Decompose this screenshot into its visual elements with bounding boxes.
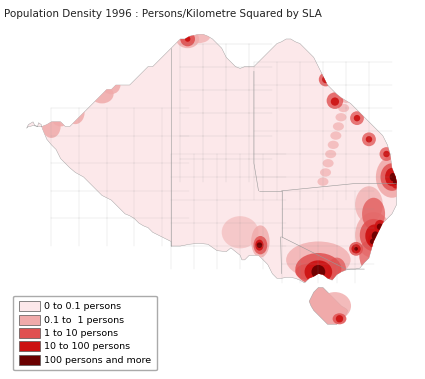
Circle shape — [257, 243, 262, 248]
Circle shape — [351, 244, 361, 254]
Ellipse shape — [286, 241, 351, 278]
Ellipse shape — [362, 132, 376, 146]
Ellipse shape — [231, 32, 249, 46]
Ellipse shape — [359, 241, 373, 269]
Ellipse shape — [47, 213, 54, 222]
Ellipse shape — [251, 226, 269, 258]
Polygon shape — [27, 34, 397, 283]
Ellipse shape — [37, 200, 62, 233]
Ellipse shape — [42, 115, 61, 138]
Ellipse shape — [295, 253, 341, 285]
Ellipse shape — [305, 260, 332, 283]
Ellipse shape — [355, 212, 392, 258]
Ellipse shape — [351, 58, 362, 66]
Ellipse shape — [51, 108, 70, 127]
Circle shape — [40, 233, 45, 238]
Ellipse shape — [33, 228, 51, 246]
Ellipse shape — [368, 233, 377, 247]
Ellipse shape — [333, 122, 344, 130]
Ellipse shape — [355, 186, 383, 223]
Ellipse shape — [328, 141, 339, 149]
Ellipse shape — [390, 173, 396, 181]
Ellipse shape — [349, 242, 363, 256]
Circle shape — [37, 230, 48, 241]
Ellipse shape — [330, 132, 341, 140]
Ellipse shape — [366, 224, 384, 247]
Ellipse shape — [323, 159, 334, 168]
Ellipse shape — [362, 198, 385, 230]
Circle shape — [366, 136, 372, 143]
Circle shape — [331, 97, 339, 106]
Ellipse shape — [385, 168, 399, 186]
Ellipse shape — [312, 265, 325, 279]
Circle shape — [383, 151, 390, 157]
Circle shape — [354, 115, 360, 121]
Ellipse shape — [26, 149, 49, 177]
Circle shape — [185, 36, 190, 42]
Ellipse shape — [325, 150, 336, 158]
Ellipse shape — [295, 263, 323, 280]
Ellipse shape — [255, 240, 264, 251]
Circle shape — [393, 179, 398, 185]
Ellipse shape — [319, 73, 333, 86]
Ellipse shape — [253, 236, 267, 254]
Text: Population Density 1996 : Persons/Kilometre Squared by SLA: Population Density 1996 : Persons/Kilome… — [4, 9, 322, 19]
Ellipse shape — [350, 111, 364, 125]
Ellipse shape — [327, 92, 343, 109]
Ellipse shape — [338, 104, 349, 112]
Circle shape — [354, 247, 358, 251]
Ellipse shape — [354, 49, 365, 57]
Ellipse shape — [346, 76, 357, 85]
Circle shape — [377, 224, 383, 230]
Circle shape — [336, 315, 343, 323]
Ellipse shape — [335, 113, 346, 121]
Ellipse shape — [222, 216, 258, 248]
Ellipse shape — [360, 219, 387, 251]
Ellipse shape — [33, 218, 61, 246]
Ellipse shape — [187, 29, 210, 43]
Ellipse shape — [102, 76, 120, 94]
Ellipse shape — [319, 292, 351, 320]
Ellipse shape — [317, 177, 329, 186]
Circle shape — [180, 31, 195, 46]
Ellipse shape — [328, 258, 346, 280]
Ellipse shape — [91, 85, 113, 103]
Ellipse shape — [44, 208, 57, 227]
Ellipse shape — [391, 175, 400, 189]
Ellipse shape — [380, 147, 394, 161]
Ellipse shape — [28, 172, 56, 209]
Ellipse shape — [343, 86, 354, 94]
Ellipse shape — [176, 30, 199, 48]
Ellipse shape — [372, 231, 379, 241]
Ellipse shape — [320, 168, 331, 177]
Ellipse shape — [374, 220, 385, 233]
Legend: 0 to 0.1 persons, 0.1 to  1 persons, 1 to 10 persons, 10 to 100 persons, 100 per: 0 to 0.1 persons, 0.1 to 1 persons, 1 to… — [13, 296, 157, 371]
Ellipse shape — [380, 163, 403, 191]
Ellipse shape — [66, 101, 85, 124]
Ellipse shape — [376, 157, 408, 198]
Circle shape — [370, 239, 375, 244]
Circle shape — [322, 76, 329, 83]
Ellipse shape — [340, 95, 351, 103]
Polygon shape — [309, 288, 348, 324]
Ellipse shape — [333, 313, 346, 324]
Circle shape — [48, 216, 53, 220]
Ellipse shape — [348, 67, 360, 75]
